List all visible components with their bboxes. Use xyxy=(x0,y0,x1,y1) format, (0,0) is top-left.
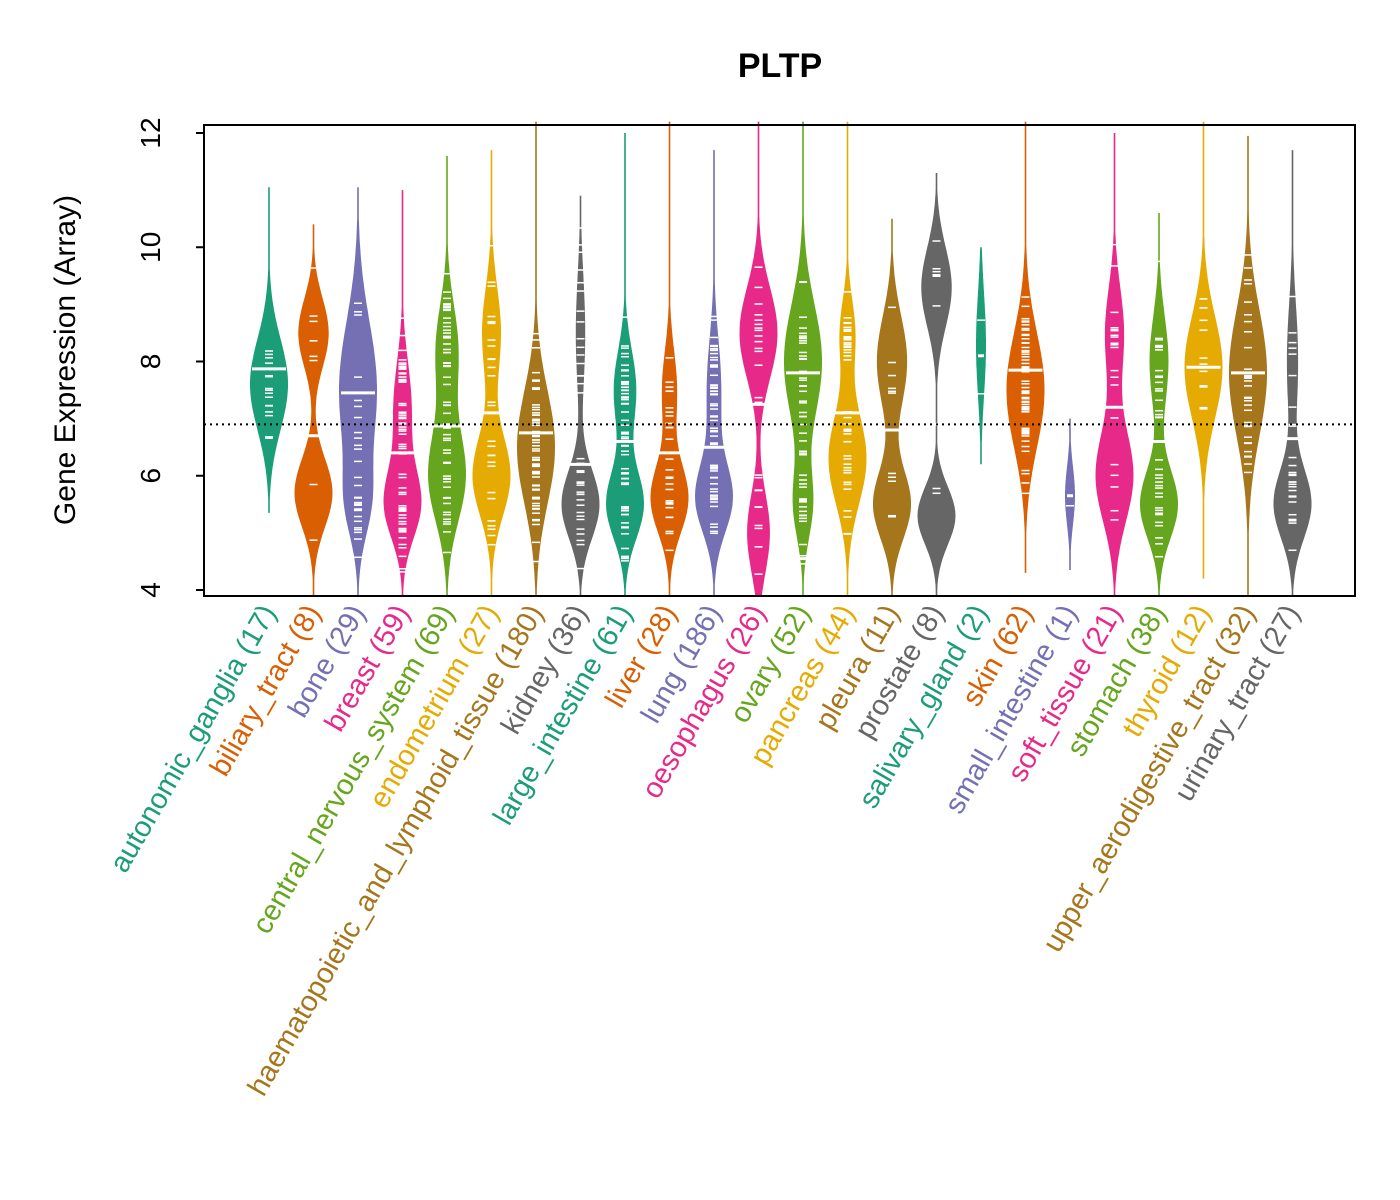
violin-lung xyxy=(695,150,733,596)
violin-oesophagus xyxy=(739,121,778,596)
violin-shape xyxy=(472,150,511,596)
chart-title: PLTP xyxy=(738,47,822,85)
x-axis-labels: autonomic_ganglia (17)biliary_tract (8)b… xyxy=(104,600,1307,1102)
violin-pleura xyxy=(873,218,911,596)
violin-shape xyxy=(650,121,689,596)
y-tick-label: 10 xyxy=(135,232,166,263)
violin-prostate xyxy=(917,173,956,596)
violin-shape xyxy=(695,150,733,596)
violin-shape xyxy=(1273,150,1312,596)
y-axis: 4 6 8 10 12 xyxy=(135,117,205,598)
violin-kidney xyxy=(561,195,600,596)
violin-shape xyxy=(517,121,555,596)
violin-shape xyxy=(1229,135,1267,596)
violin-urinary_tract xyxy=(1273,150,1312,596)
violin-upper_aerodigestive_tract xyxy=(1229,135,1267,596)
y-tick-label: 6 xyxy=(135,468,166,484)
violin-liver xyxy=(650,121,689,596)
violin-shape xyxy=(1184,121,1223,579)
violin-shape xyxy=(428,155,466,596)
violin-soft_tissue xyxy=(1095,133,1134,596)
y-axis-label: Gene Expression (Array) xyxy=(49,195,82,525)
violin-shape xyxy=(1095,133,1134,596)
violin-breast xyxy=(383,190,422,596)
violin-shape xyxy=(561,195,600,596)
y-tick-label: 8 xyxy=(135,354,166,370)
violin-thyroid xyxy=(1184,121,1223,579)
violin-salivary_gland xyxy=(976,247,986,465)
y-tick-label: 4 xyxy=(135,582,166,598)
violin-ovary xyxy=(784,121,822,596)
violin-pancreas xyxy=(828,121,867,596)
violin-small_intestine xyxy=(1065,418,1075,570)
violin-shape xyxy=(383,190,422,596)
violin-biliary_tract xyxy=(294,224,333,596)
y-tick-label: 12 xyxy=(135,117,166,148)
violin-central_nervous_system xyxy=(428,155,466,596)
violin-bone xyxy=(339,187,377,596)
violin-shape xyxy=(606,133,644,596)
violin-stomach xyxy=(1140,213,1178,596)
violin-shape xyxy=(294,224,333,596)
violins xyxy=(250,121,1312,596)
violin-shape xyxy=(1140,213,1178,596)
violin-shape xyxy=(828,121,867,596)
plot-frame xyxy=(203,124,1356,597)
violin-autonomic_ganglia xyxy=(250,187,288,513)
violin-haematopoietic_and_lymphoid_tissue xyxy=(517,121,555,596)
violin-shape xyxy=(873,218,911,596)
violin-shape xyxy=(917,173,956,596)
violin-shape xyxy=(250,187,288,513)
violin-skin xyxy=(1006,121,1045,573)
violin-endometrium xyxy=(472,150,511,596)
violin-large_intestine xyxy=(606,133,644,596)
violin-shape xyxy=(739,121,778,596)
